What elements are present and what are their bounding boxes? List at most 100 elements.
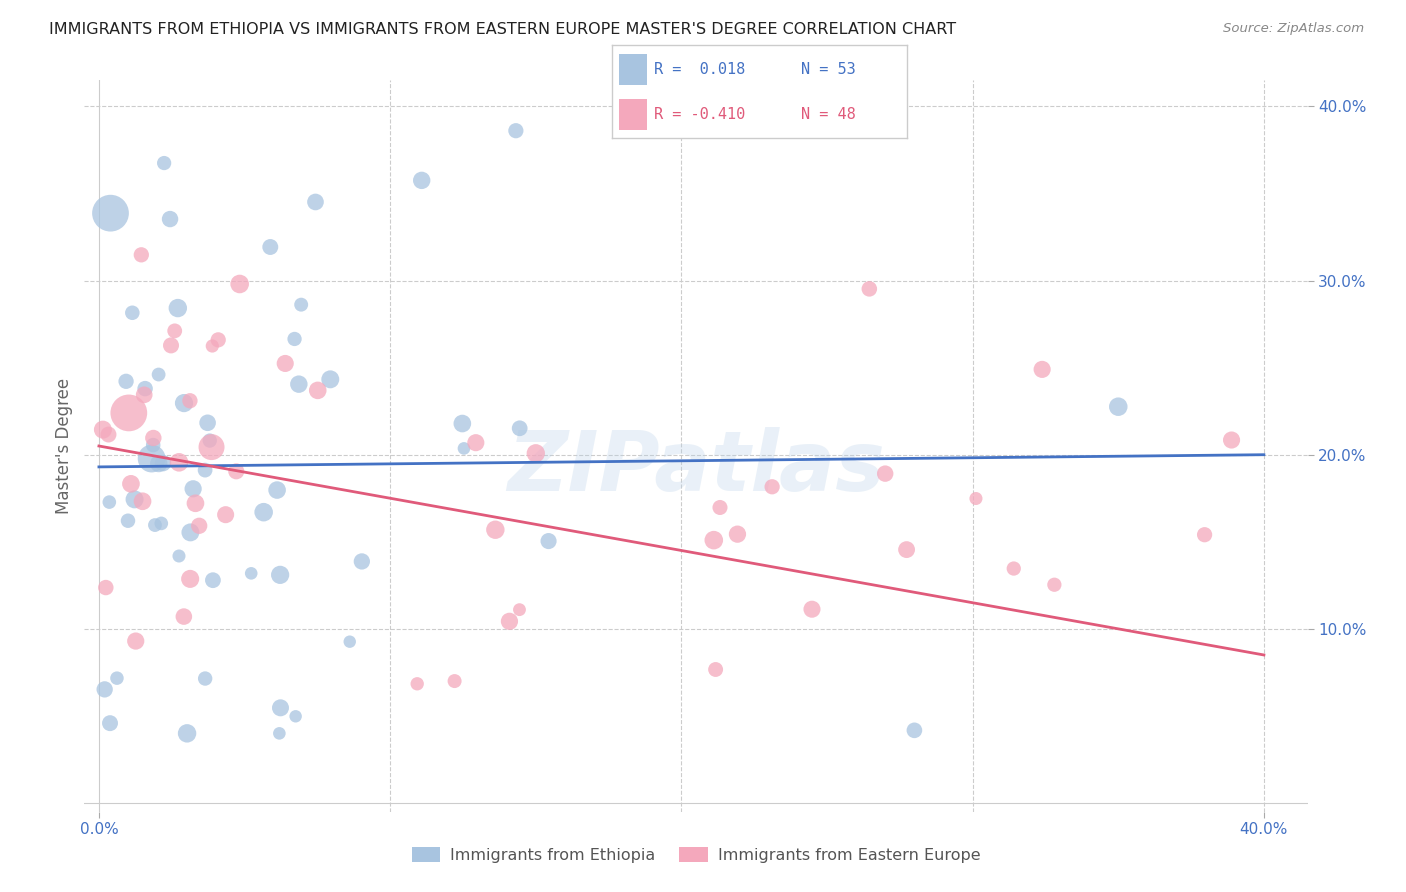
Point bbox=[704, 663, 727, 677]
Point bbox=[1194, 527, 1216, 541]
Point bbox=[225, 464, 247, 478]
Point bbox=[97, 427, 120, 442]
Point bbox=[284, 709, 307, 723]
Point bbox=[201, 339, 224, 353]
Point bbox=[703, 533, 725, 548]
Point bbox=[142, 431, 165, 445]
Point bbox=[411, 173, 433, 187]
Point bbox=[179, 525, 201, 540]
Point bbox=[98, 716, 121, 731]
Point bbox=[304, 194, 326, 209]
Point bbox=[288, 377, 311, 392]
Point bbox=[115, 374, 138, 388]
Point bbox=[181, 482, 204, 496]
Point bbox=[200, 440, 222, 454]
Point bbox=[214, 508, 236, 522]
Point bbox=[451, 417, 474, 431]
Point bbox=[188, 518, 211, 533]
Point bbox=[709, 500, 731, 515]
Text: N = 48: N = 48 bbox=[800, 107, 855, 122]
Point bbox=[727, 527, 749, 541]
Point bbox=[184, 496, 207, 510]
Point bbox=[1002, 561, 1025, 575]
Point bbox=[875, 467, 897, 481]
Point bbox=[134, 388, 156, 402]
Point bbox=[148, 457, 170, 471]
Point bbox=[1031, 362, 1053, 376]
Point bbox=[194, 672, 217, 686]
Point bbox=[283, 332, 305, 346]
Y-axis label: Master's Degree: Master's Degree bbox=[55, 378, 73, 514]
Point bbox=[903, 723, 925, 738]
Point bbox=[194, 463, 217, 477]
Point bbox=[166, 301, 188, 315]
Point bbox=[142, 438, 165, 452]
Point bbox=[290, 298, 312, 312]
Point bbox=[505, 124, 527, 138]
Point bbox=[269, 701, 291, 715]
Point bbox=[509, 421, 531, 435]
Point bbox=[117, 514, 139, 528]
Text: N = 53: N = 53 bbox=[800, 62, 855, 77]
Point bbox=[152, 456, 174, 470]
Point bbox=[240, 566, 263, 581]
Point bbox=[484, 523, 506, 537]
Point bbox=[179, 393, 201, 408]
Point bbox=[167, 549, 190, 563]
Point bbox=[339, 634, 361, 648]
Point bbox=[307, 384, 329, 398]
Point bbox=[498, 615, 520, 629]
Point bbox=[269, 567, 291, 582]
Point bbox=[118, 406, 141, 420]
Point bbox=[761, 480, 783, 494]
FancyBboxPatch shape bbox=[619, 54, 647, 85]
Point bbox=[159, 212, 181, 227]
FancyBboxPatch shape bbox=[619, 99, 647, 130]
Point bbox=[163, 324, 186, 338]
Point bbox=[228, 277, 250, 291]
Point bbox=[98, 495, 121, 509]
Point bbox=[100, 206, 122, 220]
Point bbox=[207, 333, 229, 347]
Point bbox=[965, 491, 987, 506]
Point bbox=[124, 492, 146, 507]
Text: ZIPatlas: ZIPatlas bbox=[508, 427, 884, 508]
Text: R = -0.410: R = -0.410 bbox=[654, 107, 745, 122]
Text: IMMIGRANTS FROM ETHIOPIA VS IMMIGRANTS FROM EASTERN EUROPE MASTER'S DEGREE CORRE: IMMIGRANTS FROM ETHIOPIA VS IMMIGRANTS F… bbox=[49, 22, 956, 37]
Point bbox=[160, 338, 183, 352]
Point bbox=[153, 156, 176, 170]
Point bbox=[94, 581, 117, 595]
Point bbox=[148, 368, 170, 382]
Point bbox=[150, 516, 173, 531]
Point bbox=[524, 446, 547, 460]
Point bbox=[179, 572, 201, 586]
Point bbox=[131, 494, 153, 508]
Point bbox=[1220, 433, 1243, 447]
Point bbox=[173, 396, 195, 410]
Text: Source: ZipAtlas.com: Source: ZipAtlas.com bbox=[1223, 22, 1364, 36]
Text: R =  0.018: R = 0.018 bbox=[654, 62, 745, 77]
Point bbox=[274, 356, 297, 370]
Point bbox=[443, 674, 465, 689]
Point bbox=[93, 682, 115, 697]
Point bbox=[269, 726, 291, 740]
Point bbox=[141, 451, 163, 466]
Point bbox=[201, 573, 224, 587]
Point bbox=[176, 726, 198, 740]
Point bbox=[1043, 578, 1066, 592]
Point bbox=[91, 423, 114, 437]
Point bbox=[120, 476, 142, 491]
Point bbox=[253, 505, 276, 519]
Point bbox=[121, 306, 143, 320]
Point bbox=[134, 382, 156, 396]
Point bbox=[266, 483, 288, 497]
Point bbox=[508, 602, 530, 616]
Point bbox=[259, 240, 281, 254]
Point bbox=[858, 282, 880, 296]
Point bbox=[801, 602, 824, 616]
Point bbox=[105, 671, 128, 685]
Point bbox=[1107, 400, 1129, 414]
Point bbox=[406, 677, 429, 691]
Point bbox=[173, 609, 195, 624]
Point bbox=[131, 248, 153, 262]
